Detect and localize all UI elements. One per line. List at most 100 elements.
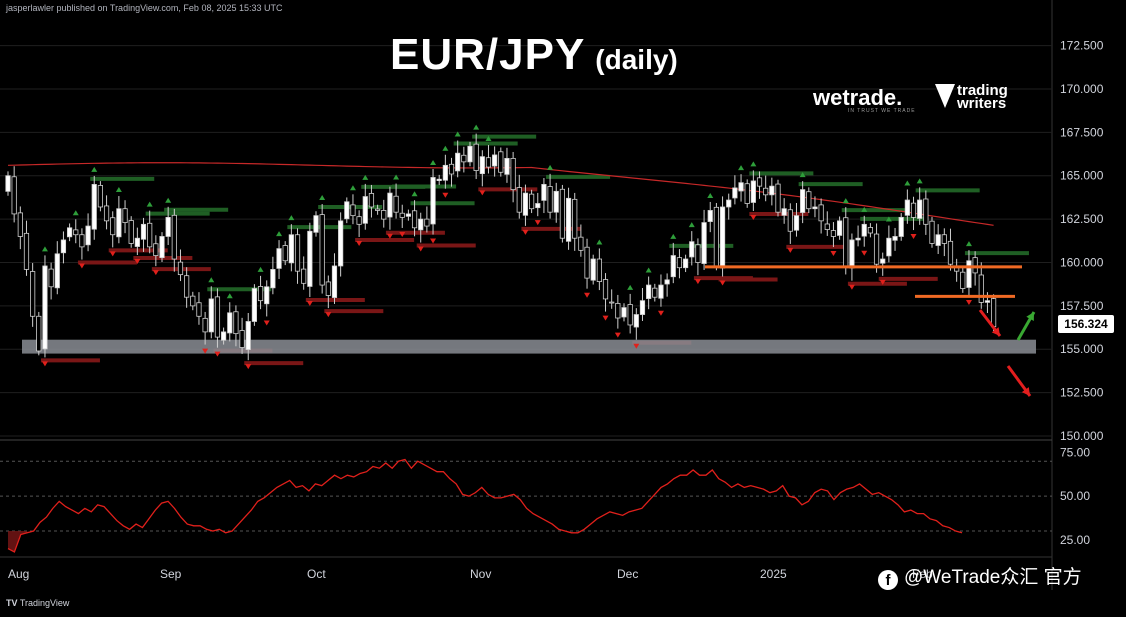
fractal-down-marker	[306, 301, 313, 307]
candle-body	[461, 154, 467, 163]
candle-body	[670, 255, 676, 278]
price-tick-label: 152.500	[1060, 386, 1104, 400]
fractal-up-marker	[738, 165, 745, 171]
candle-body	[350, 204, 356, 217]
candle-body	[54, 253, 60, 289]
fractal-up-marker	[362, 174, 369, 180]
candle-body	[812, 206, 818, 210]
chart-title: EUR/JPY (daily)	[390, 30, 678, 80]
price-tick-label: 165.000	[1060, 169, 1104, 183]
chart-subtitle: (daily)	[595, 44, 678, 75]
candle-body	[436, 178, 442, 182]
candle-body	[362, 196, 368, 224]
fractal-down-marker	[910, 234, 917, 240]
candle-body	[584, 246, 590, 279]
down-arrow-short-icon-head	[991, 327, 1000, 336]
candle-body	[800, 189, 806, 213]
fractal-up-marker	[349, 185, 356, 191]
price-axis: 172.500 170.000 167.500 165.000 162.500 160.0…	[1060, 39, 1104, 547]
fractal-down-marker	[965, 299, 972, 305]
candle-body	[418, 218, 424, 231]
down-arrow-long-icon-head	[1021, 387, 1030, 396]
time-tick-label: Aug	[8, 567, 29, 581]
rsi-line	[7, 458, 963, 553]
candle-body	[374, 208, 381, 211]
wetrade-logo: wetrade.	[813, 85, 903, 110]
candle-body	[590, 258, 596, 281]
fractal-up-marker	[393, 174, 400, 180]
candle-body	[843, 217, 849, 267]
candle-body	[917, 199, 923, 219]
candlestick-series	[5, 133, 997, 361]
candle-body	[621, 307, 627, 318]
candle-body	[473, 143, 479, 171]
fractal-down-marker	[202, 348, 209, 354]
fractal-up-marker	[91, 166, 98, 172]
candle-body	[455, 152, 461, 172]
fractal-up-marker	[842, 198, 849, 204]
candle-body	[73, 229, 79, 236]
fractal-down-marker	[109, 251, 116, 257]
candle-body	[485, 157, 492, 168]
candle-body	[48, 268, 54, 288]
time-tick-label: Oct	[307, 567, 326, 581]
fractal-down-marker	[417, 246, 424, 252]
candle-body	[861, 223, 867, 237]
fractal-up-marker	[276, 231, 283, 237]
fractal-up-marker	[319, 195, 326, 201]
candle-body	[639, 300, 646, 315]
fractal-up-marker	[473, 124, 480, 130]
fractal-down-marker	[442, 192, 449, 198]
candle-body	[36, 315, 42, 352]
fractal-down-marker	[386, 233, 393, 239]
fractal-down-marker	[214, 351, 221, 357]
tradingview-footer[interactable]: TV TradingView	[6, 598, 69, 608]
fractal-down-marker	[848, 284, 855, 290]
candle-body	[227, 312, 233, 334]
fractal-down-marker	[750, 214, 757, 220]
time-tick-label: 2025	[760, 567, 787, 581]
candle-body	[972, 257, 978, 274]
rsi-tick-label: 50.00	[1060, 489, 1090, 503]
candle-body	[652, 287, 658, 298]
fractal-up-marker	[627, 284, 634, 290]
candle-body	[122, 208, 128, 223]
price-tick-label: 172.500	[1060, 39, 1104, 53]
candle-body	[818, 204, 824, 222]
candle-body	[984, 300, 991, 303]
watermark: f @WeTrade众汇 官方	[878, 562, 1082, 590]
fractal-down-marker	[152, 270, 159, 276]
candle-body	[17, 212, 23, 237]
candle-body	[615, 303, 621, 319]
fractal-up-marker	[861, 206, 868, 212]
candle-body	[781, 208, 787, 216]
candle-body	[763, 187, 769, 196]
candle-body	[510, 157, 516, 191]
candle-body	[726, 199, 732, 208]
fractal-up-marker	[688, 222, 695, 228]
candle-body	[424, 218, 430, 227]
fractal-down-marker	[430, 238, 437, 244]
fractal-up-marker	[115, 187, 122, 193]
candle-body	[103, 205, 110, 222]
candle-body	[325, 281, 331, 296]
price-tick-label: 155.000	[1060, 342, 1104, 356]
candle-body	[196, 302, 202, 317]
fractal-down-marker	[633, 343, 640, 349]
candle-body	[578, 236, 584, 251]
wetrade-logo-tagline: IN TRUST WE TRADE	[848, 108, 916, 114]
candle-body	[793, 215, 800, 231]
fractal-up-marker	[750, 161, 757, 167]
candle-body	[208, 298, 214, 333]
fractal-up-marker	[72, 210, 79, 216]
fractal-down-marker	[479, 190, 486, 196]
candle-body	[393, 195, 399, 213]
candle-body	[559, 188, 566, 239]
fractal-up-marker	[165, 197, 172, 203]
candle-body	[331, 265, 338, 298]
candle-body	[744, 183, 750, 204]
candle-body	[42, 265, 48, 350]
candle-body	[85, 225, 91, 246]
candle-body	[664, 279, 670, 285]
